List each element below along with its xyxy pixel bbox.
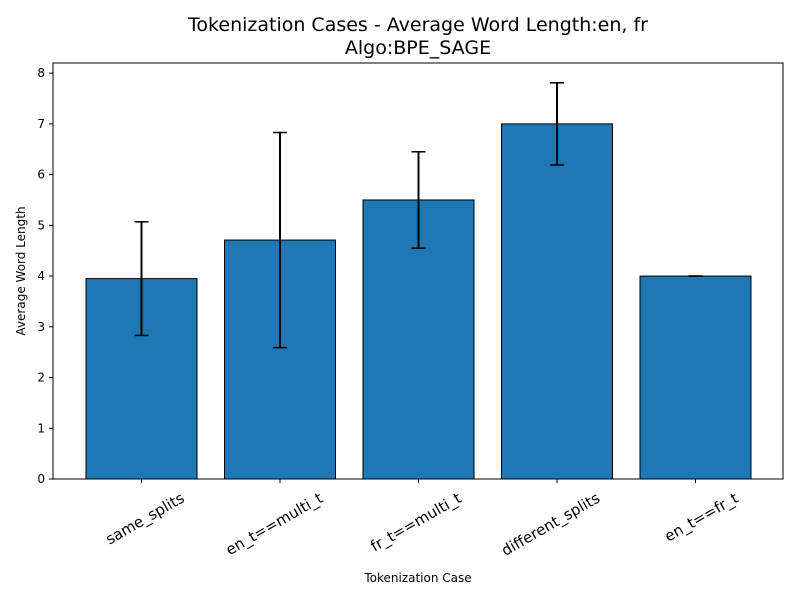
y-tick-label-1: 1: [37, 421, 45, 435]
x-tick-label-0: same_splits: [103, 489, 189, 549]
x-tick-label-4: en_t==fr_t: [661, 489, 742, 547]
chart-subtitle: Algo:BPE_SAGE: [345, 37, 491, 59]
y-tick-label-2: 2: [37, 371, 45, 385]
error-bar-0: [134, 221, 149, 337]
error-bars-group: [134, 82, 703, 349]
x-tick-label-3: different_splits: [498, 489, 603, 561]
y-tick-label-3: 3: [37, 320, 45, 334]
x-axis-label: Tokenization Case: [363, 571, 471, 585]
y-tick-label-0: 0: [37, 472, 45, 486]
y-tick-label-4: 4: [37, 269, 45, 283]
error-bar-1: [273, 131, 287, 349]
y-axis: 0 1 2 3 4 5 6 7 8: [37, 66, 53, 486]
y-tick-label-8: 8: [37, 66, 45, 80]
chart-title: Tokenization Cases - Average Word Length…: [187, 14, 648, 36]
error-bar-2: [411, 151, 426, 249]
bar-3: [501, 123, 613, 480]
bar-4: [639, 275, 752, 480]
x-tick-label-2: fr_t==multi_t: [367, 489, 465, 556]
x-tick-label-1: en_t==multi_t: [223, 489, 327, 560]
x-axis: same_splits en_t==multi_t fr_t==multi_t dif…: [103, 479, 742, 561]
y-tick-label-7: 7: [37, 117, 45, 131]
y-tick-label-5: 5: [37, 218, 45, 232]
error-bar-3: [550, 82, 564, 166]
y-tick-label-6: 6: [37, 168, 45, 182]
y-axis-label: Average Word Length: [14, 206, 28, 335]
plot-frame: [52, 62, 784, 480]
